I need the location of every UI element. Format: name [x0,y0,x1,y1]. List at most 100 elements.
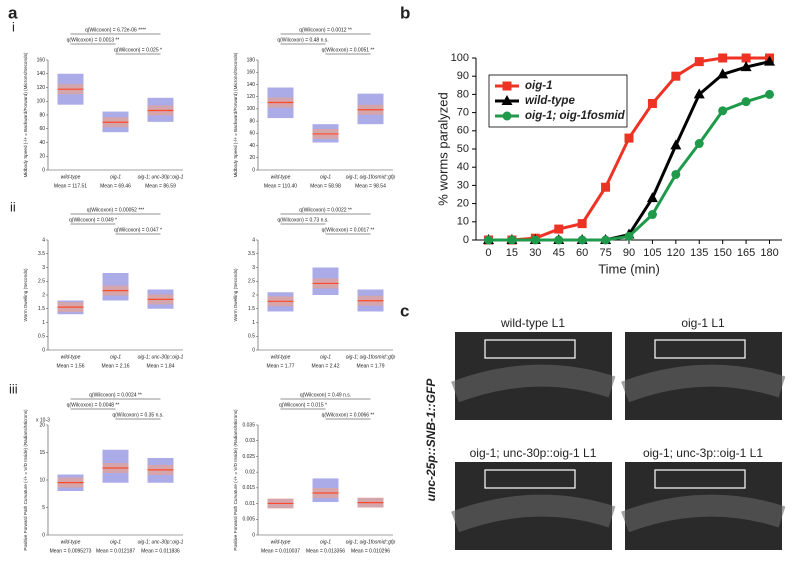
y-tick-label: 0.015 [242,485,255,491]
y-axis-label: Positive Forward Path Curvature (-/+ = V… [23,409,28,551]
x-tick-label: oig-1; oig-1fosmid::gfp [346,539,396,545]
mean-label: Mean = 117.51 [54,183,87,189]
y-tick-label: 0 [252,167,255,173]
marker [501,95,513,105]
worm-body [451,364,616,403]
y-tick-label: 0.005 [242,517,255,523]
y-tick-label: 3 [42,265,45,271]
marker [717,68,729,79]
y-tick-label: 0.02 [245,469,255,475]
image-label: oig-1; unc-3p::oig-1 L1 [643,446,763,460]
significance-label: q(Wilcoxon) = 0.48 n.s. [277,37,328,43]
y-tick-label: 0 [42,532,45,538]
x-tick-label: oig-1 [320,354,331,360]
panel-label: c [400,301,409,320]
y-tick-label: 0.01 [245,501,255,507]
marker [554,224,564,234]
x-tick-label: wild-type [61,354,81,360]
roi-box [484,339,576,359]
y-tick-label: 80 [39,112,45,118]
x-tick-label: 135 [690,247,708,259]
x-tick-label: 45 [553,247,565,259]
y-tick-label: 30 [457,179,469,191]
y-tick-label: 180 [247,57,256,63]
roi-box [654,469,746,489]
y-tick-label: 40 [39,140,45,146]
y-tick-label: 0 [42,347,45,353]
y-axis-label: Worm Dwelling (Seconds) [233,268,238,321]
y-tick-label: 3.5 [38,251,45,257]
mean-label: Mean = 1.79 [357,363,385,369]
y-tick-label: 3.5 [248,251,255,257]
y-tick-label: 20 [39,154,45,160]
y-tick-label: 0.03 [245,438,255,444]
significance-label: q(Wilcoxon) = 0.0017 ** [322,227,375,233]
y-tick-label: 90 [457,70,469,82]
image-label: oig-1; unc-30p::oig-1 L1 [470,446,597,460]
x-tick-label: oig-1 [320,174,331,180]
significance-label: q(Wilcoxon) = 6.72e-06 **** [85,27,146,33]
x-tick-label: 165 [737,247,755,259]
y-tick-label: 1 [42,320,45,326]
marker [646,192,658,203]
significance-label: q(Wilcoxon) = 0.49 n.s. [300,392,351,398]
marker [693,88,705,99]
y-tick-label: 160 [37,57,46,63]
y-tick-label: 0 [42,167,45,173]
worm-body [621,364,786,403]
y-tick-label: 0.5 [248,334,255,340]
legend-label: oig-1; oig-1fosmid [525,110,626,122]
x-tick-label: 180 [760,247,778,259]
marker [502,81,512,91]
marker [694,57,704,67]
y-tick-label: 0 [463,234,469,246]
mean-label: Mean = 0.011836 [141,548,180,554]
y-tick-label: 1.5 [248,306,255,312]
mean-label: Mean = 1.84 [147,363,175,369]
y-tick-label: 0.5 [38,334,45,340]
y-tick-label: 2 [42,292,45,298]
marker [624,133,634,143]
y-tick-label: 40 [457,161,469,173]
mean-label: Mean = 0.013356 [306,548,345,554]
marker [601,182,611,192]
x-tick-label: 120 [667,247,685,259]
worm-body [621,494,786,533]
y-tick-label: 60 [457,125,469,137]
marker [765,89,775,99]
row-label: iii [9,381,18,396]
legend-label: oig-1 [525,80,552,92]
significance-label: q(Wilcoxon) = 0.0048 ** [67,402,120,408]
marker [507,235,517,245]
marker [740,61,752,72]
x-tick-label: oig-1; unc-30p::oig-1 [138,539,184,545]
x-tick-label: oig-1 [110,539,121,545]
y-tick-label: 10 [457,216,469,228]
marker [483,235,493,245]
image-label: wild-type L1 [500,316,565,330]
y-tick-label: 10 [39,477,45,483]
mean-label: Mean = 1.77 [267,363,295,369]
y-tick-label: 60 [249,131,255,137]
mean-label: Mean = 110.40 [264,183,297,189]
marker [647,99,657,108]
x-tick-label: 0 [485,247,491,259]
significance-label: q(Wilcoxon) = 0.047 * [114,227,162,233]
mean-label: Mean = 2.42 [312,363,340,369]
image-label: oig-1 L1 [681,316,725,330]
x-tick-label: 30 [529,247,541,259]
mean-label: Mean = 86.59 [145,183,176,189]
y-axis-label: Positive Forward Path Curvature (-/+ = V… [233,409,238,551]
marker [601,235,611,245]
mean-label: Mean = 58.98 [310,183,341,189]
mean-label: Mean = 1.56 [57,363,85,369]
row-label: i [12,19,15,34]
x-tick-label: oig-1 [110,174,121,180]
significance-label: q(Wilcoxon) = 0.0051 ** [322,47,375,53]
y-tick-label: 20 [249,155,255,161]
marker [670,139,682,150]
y-tick-label: 20 [39,422,45,428]
x-tick-label: oig-1; unc-30p::oig-1 [138,174,184,180]
x-tick-label: wild-type [271,539,291,545]
y-tick-label: 15 [39,450,45,456]
